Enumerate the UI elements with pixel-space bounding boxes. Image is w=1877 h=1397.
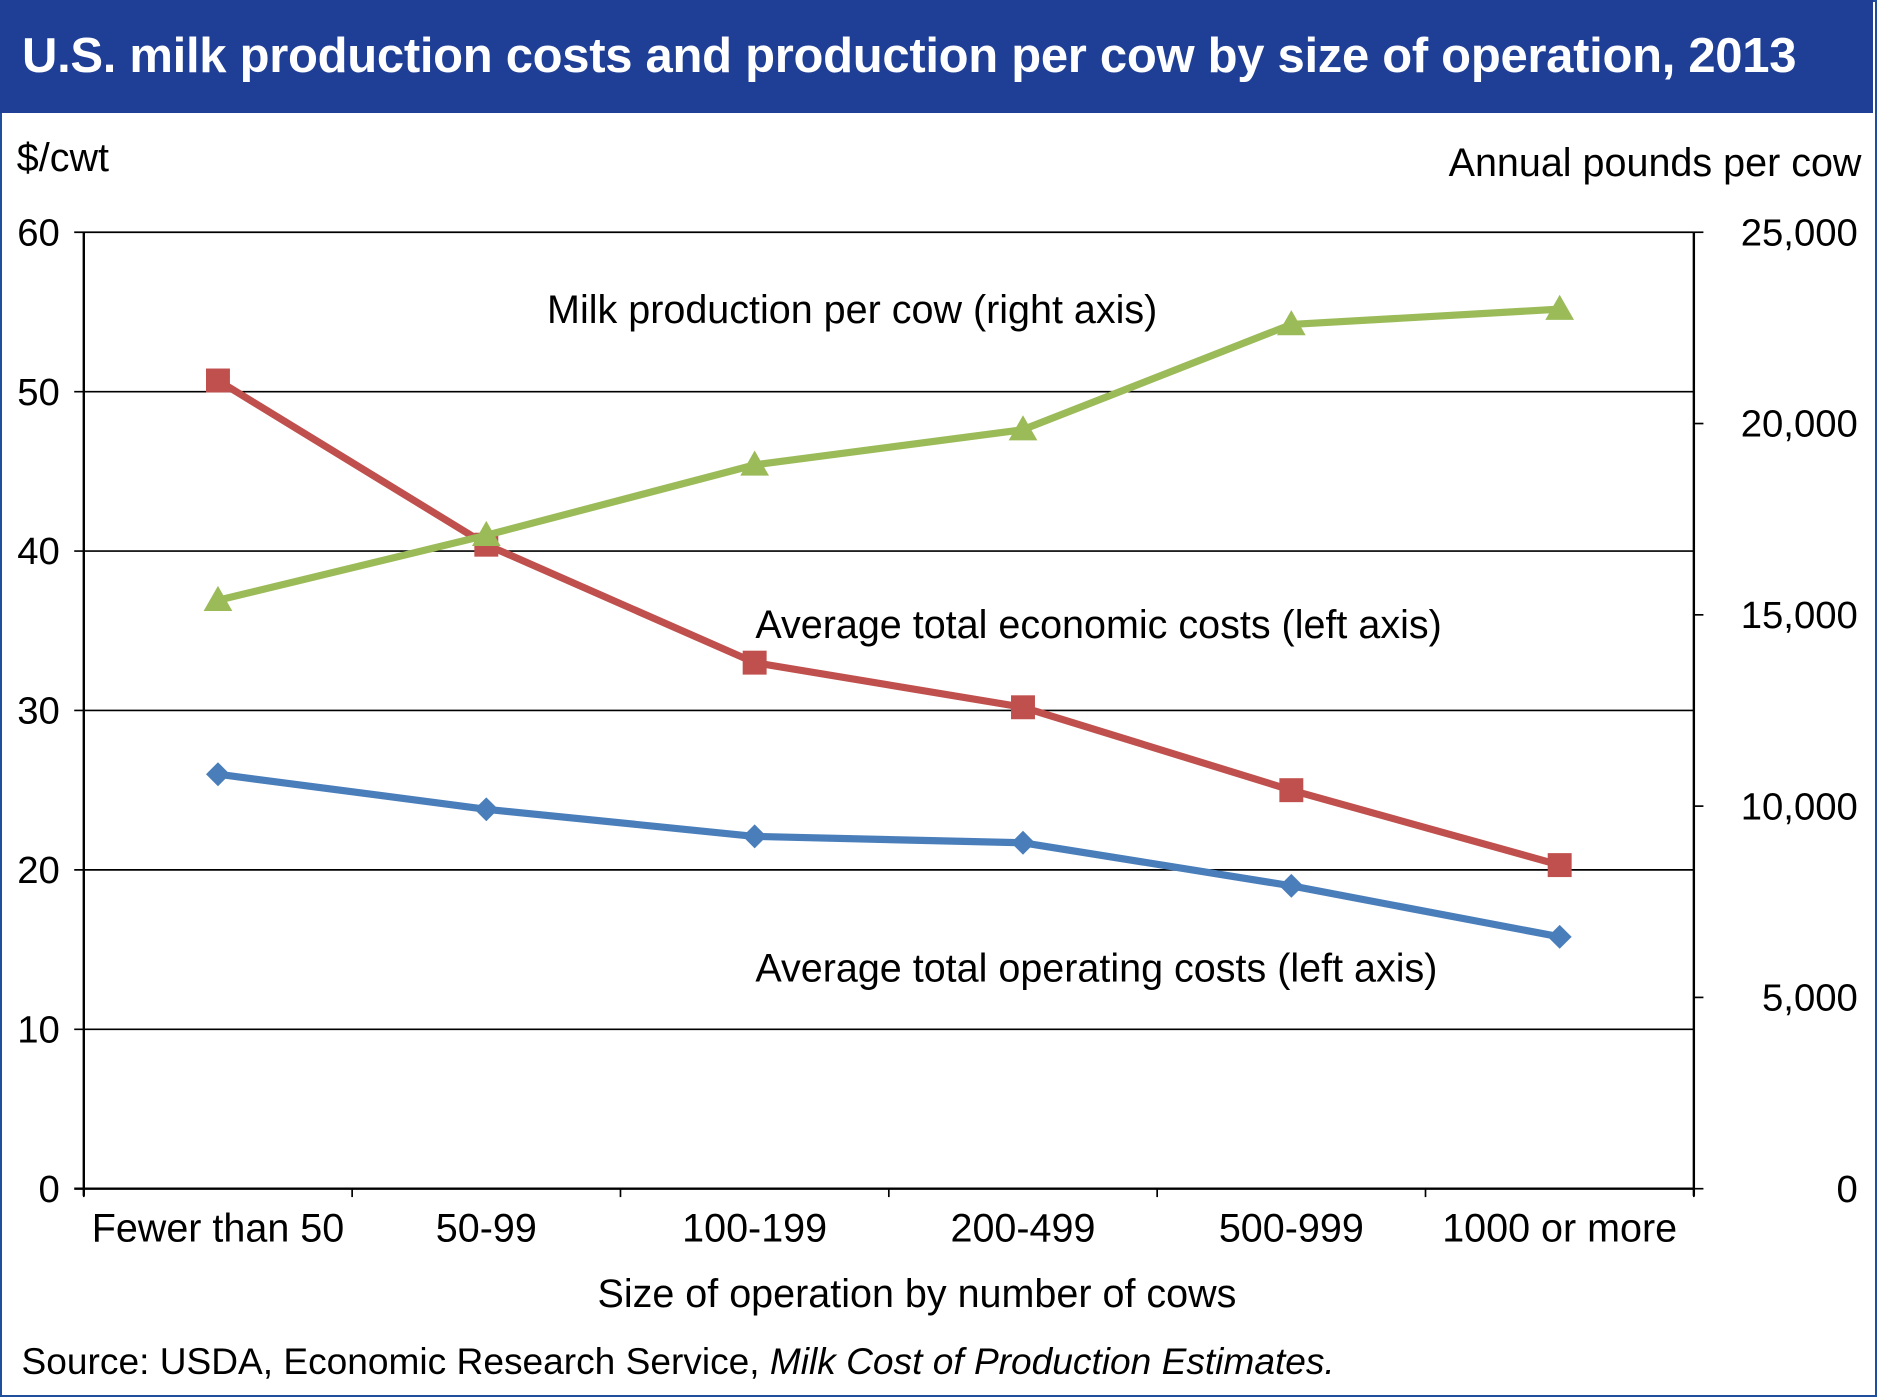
- left-tick-label: 60: [17, 211, 60, 254]
- right-tick-label: 20,000: [1741, 403, 1858, 446]
- left-tick-label: 0: [39, 1168, 60, 1211]
- triangle-marker: [203, 585, 233, 612]
- triangle-marker: [1276, 310, 1306, 336]
- triangle-marker: [471, 520, 501, 547]
- source-note: Source: USDA, Economic Research Service,…: [22, 1340, 1335, 1382]
- right-tick-label: 10,000: [1741, 785, 1858, 828]
- chart-title: U.S. milk production costs and productio…: [0, 0, 1873, 113]
- series-layer: [203, 294, 1575, 949]
- series-line: [217, 305, 1560, 604]
- left-axis-unit-label: $/cwt: [17, 136, 109, 180]
- diamond-marker: [742, 824, 767, 849]
- left-tick-label: 40: [17, 530, 60, 573]
- annotation-production: Milk production per cow (right axis): [547, 288, 1157, 332]
- source-prefix: Source: USDA, Economic Research Service,: [22, 1340, 770, 1382]
- square-marker: [1547, 853, 1572, 878]
- left-tick-label: 30: [17, 690, 60, 733]
- right-tick-label: 25,000: [1741, 211, 1858, 254]
- x-tick-label: 500-999: [1219, 1206, 1364, 1250]
- series-square: [205, 368, 1572, 878]
- diamond-marker: [205, 762, 230, 787]
- right-axis-unit-label: Annual pounds per cow: [1449, 141, 1862, 185]
- x-tick-label: 100-199: [682, 1206, 827, 1250]
- left-tick-label: 20: [17, 849, 60, 892]
- x-tick-label: 1000 or more: [1442, 1206, 1677, 1250]
- axes: [82, 231, 1704, 1198]
- diamond-marker: [1011, 830, 1035, 855]
- diamond-marker: [474, 797, 499, 822]
- left-tick-label: 50: [17, 371, 60, 414]
- annotation-economic: Average total economic costs (left axis): [755, 603, 1441, 647]
- series-triangle: [203, 294, 1575, 612]
- series-diamond: [205, 762, 1572, 949]
- right-tick-label: 0: [1837, 1168, 1858, 1211]
- source-italic: Milk Cost of Production Estimates.: [770, 1340, 1335, 1382]
- series-line: [216, 377, 1561, 869]
- diamond-marker: [1547, 924, 1572, 949]
- x-tick-label: 50-99: [436, 1206, 537, 1250]
- x-tick-label: 200-499: [951, 1206, 1096, 1250]
- gridlines: [74, 231, 1694, 1190]
- labels-layer: $/cwt Annual pounds per cow Milk product…: [17, 136, 1862, 1382]
- right-tick-label: 5,000: [1762, 977, 1858, 1020]
- diamond-marker: [1279, 873, 1304, 898]
- square-marker: [1279, 778, 1304, 803]
- x-tick-label: Fewer than 50: [92, 1206, 345, 1250]
- x-axis-title: Size of operation by number of cows: [597, 1272, 1236, 1316]
- left-tick-label: 10: [17, 1008, 60, 1051]
- square-marker: [1011, 695, 1035, 720]
- square-marker: [742, 650, 767, 675]
- series-line: [217, 770, 1561, 941]
- triangle-marker: [740, 450, 770, 476]
- triangle-marker: [1008, 415, 1038, 441]
- triangle-marker: [1545, 294, 1575, 320]
- square-marker: [205, 368, 230, 393]
- right-tick-label: 15,000: [1741, 594, 1858, 637]
- annotation-operating: Average total operating costs (left axis…: [755, 947, 1437, 991]
